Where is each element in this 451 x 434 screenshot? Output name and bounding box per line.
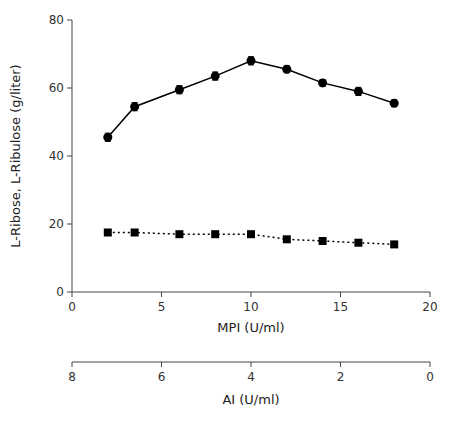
point-marker <box>283 235 291 243</box>
point-marker <box>130 102 139 111</box>
point-marker <box>104 229 112 237</box>
y-tick-label: 0 <box>56 285 64 299</box>
chart-svg: 05101520020406080MPI (U/ml)L-Ribose, L-R… <box>0 0 451 434</box>
x-tick-label: 20 <box>422 300 437 314</box>
y-tick-label: 60 <box>49 81 64 95</box>
x2-tick-label: 8 <box>68 370 76 384</box>
point-marker <box>211 72 220 81</box>
x2-tick <box>251 362 252 367</box>
y-axis-label: L-Ribose, L-Ribulose (g/liter) <box>8 64 23 247</box>
x2-tick-label: 4 <box>247 370 255 384</box>
x-tick-label: 10 <box>243 300 258 314</box>
point-marker <box>247 230 255 238</box>
x2-tick-label: 0 <box>426 370 434 384</box>
plot-area <box>103 56 398 248</box>
y-tick <box>67 156 72 157</box>
x2-tick <box>161 362 162 367</box>
point-marker <box>247 56 256 65</box>
x2-axis-label: AI (U/ml) <box>222 392 279 407</box>
x-tick-label: 0 <box>68 300 76 314</box>
x-tick-label: 15 <box>333 300 348 314</box>
x-tick <box>72 292 73 297</box>
x2-tick <box>340 362 341 367</box>
y-tick <box>67 20 72 21</box>
point-marker <box>390 240 398 248</box>
x2-tick-label: 6 <box>158 370 166 384</box>
y-tick-label: 40 <box>49 149 64 163</box>
x2-tick <box>430 362 431 367</box>
y-tick <box>67 292 72 293</box>
x-axis-label: MPI (U/ml) <box>217 320 284 335</box>
y-tick-label: 20 <box>49 217 64 231</box>
x2-tick <box>72 362 73 367</box>
point-marker <box>211 230 219 238</box>
x-tick <box>340 292 341 297</box>
series-line <box>108 61 394 138</box>
y-tick-label: 80 <box>49 13 64 27</box>
x-tick <box>161 292 162 297</box>
point-marker <box>354 239 362 247</box>
point-marker <box>131 229 139 237</box>
point-marker <box>175 230 183 238</box>
chart-container: 05101520020406080MPI (U/ml)L-Ribose, L-R… <box>0 0 451 434</box>
point-marker <box>319 237 327 245</box>
y-tick <box>67 88 72 89</box>
series <box>103 56 398 142</box>
x-tick <box>430 292 431 297</box>
axes: 0 5 10 15 20 0 20 40 60 80 MPI (U/ml) L-Ribose, L-R… <box>8 13 438 335</box>
secondary-x-axis: 8 6 4 2 0 AI (U/ml) <box>68 362 434 407</box>
y-tick <box>67 224 72 225</box>
x2-tick-label: 2 <box>337 370 345 384</box>
point-marker <box>103 133 112 142</box>
point-marker <box>354 87 363 96</box>
point-marker <box>282 65 291 74</box>
point-marker <box>318 78 327 87</box>
point-marker <box>390 99 399 108</box>
x-tick-label: 5 <box>158 300 166 314</box>
x-tick <box>251 292 252 297</box>
series <box>104 229 398 249</box>
point-marker <box>175 85 184 94</box>
